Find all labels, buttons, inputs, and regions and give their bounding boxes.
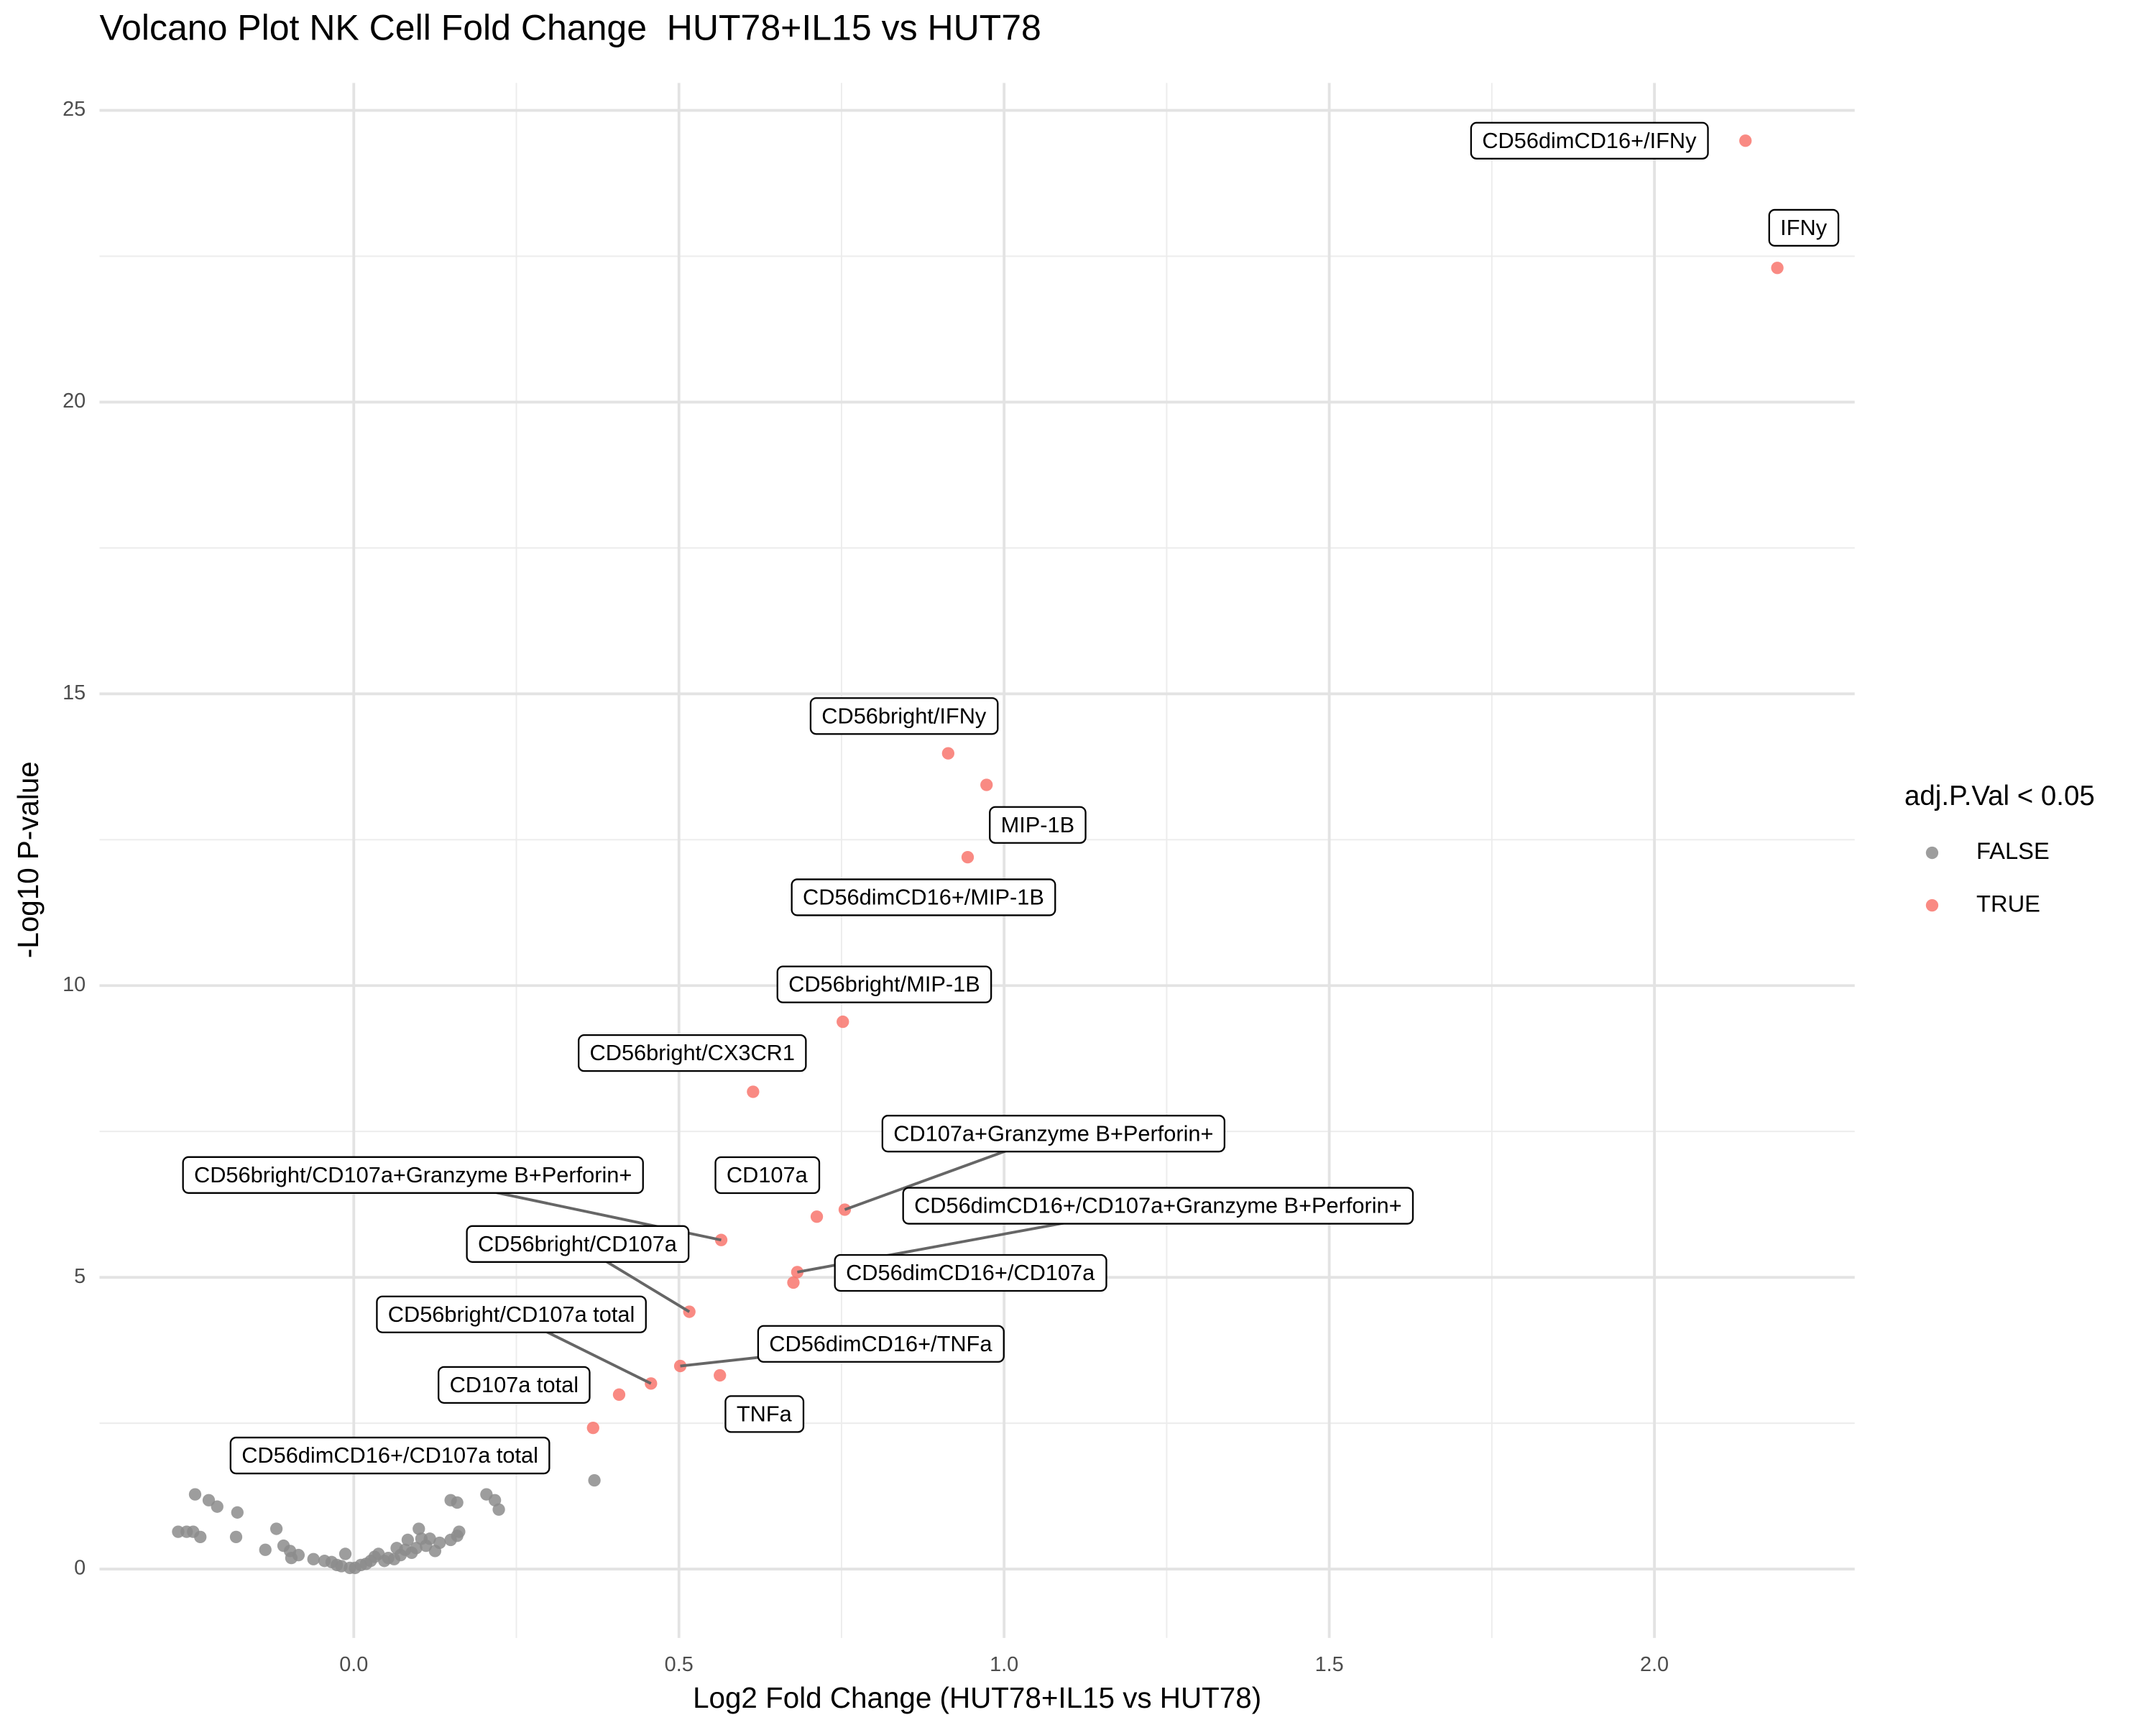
point xyxy=(673,1359,687,1373)
point xyxy=(588,1474,601,1487)
legend-marker xyxy=(1925,898,1939,912)
point-label: CD56bright/CD107a total xyxy=(388,1302,635,1327)
point xyxy=(492,1503,505,1516)
point xyxy=(229,1530,243,1544)
label-box xyxy=(466,1225,690,1263)
label-box xyxy=(902,1187,1414,1225)
point-label: CD56bright/IFNy xyxy=(821,703,987,728)
point xyxy=(1771,262,1784,275)
point xyxy=(810,1210,824,1223)
point xyxy=(961,850,975,864)
x-axis-title: Log2 Fold Change (HUT78+IL15 vs HUT78) xyxy=(693,1681,1261,1714)
point-label: CD107a total xyxy=(450,1372,579,1397)
point-label: CD56dimCD16+/CD107a+Granzyme B+Perforin+ xyxy=(914,1193,1402,1218)
labels: CD56dimCD16+/IFNy IFNy CD56bright/IFNy MIP-… xyxy=(182,121,1840,1475)
x-tick-label: 1.0 xyxy=(990,1653,1018,1676)
label-box xyxy=(809,697,999,735)
label-box xyxy=(724,1395,805,1433)
point xyxy=(433,1536,446,1550)
x-tick-label: 0.0 xyxy=(339,1653,368,1676)
y-tick-label: 15 xyxy=(63,681,86,704)
y-axis-title: -Log10 P-value xyxy=(11,761,45,958)
point xyxy=(338,1547,352,1560)
point xyxy=(423,1532,436,1545)
point-label: CD56dimCD16+/IFNy xyxy=(1482,128,1697,153)
label-box xyxy=(989,806,1087,844)
label-box xyxy=(182,1156,644,1194)
point xyxy=(586,1421,599,1435)
point xyxy=(612,1388,626,1401)
point xyxy=(202,1494,216,1506)
point-label: CD56dimCD16+/MIP-1B xyxy=(803,884,1044,909)
point xyxy=(980,778,993,791)
point xyxy=(259,1543,272,1556)
point-label: CD107a+Granzyme B+Perforin+ xyxy=(893,1121,1213,1146)
point-label: CD56dimCD16+/TNFa xyxy=(769,1331,992,1356)
label-box xyxy=(1470,121,1709,160)
y-tick-label: 5 xyxy=(74,1265,86,1288)
point-label: IFNy xyxy=(1780,215,1828,240)
point xyxy=(401,1533,415,1547)
point xyxy=(1739,134,1752,147)
label-box xyxy=(1768,208,1840,247)
legend-label: FALSE xyxy=(1976,837,2050,864)
label-box xyxy=(881,1115,1226,1153)
point-label: CD56dimCD16+/CD107a xyxy=(846,1260,1095,1285)
point xyxy=(410,1542,423,1555)
y-tick-label: 25 xyxy=(63,98,86,121)
legend-label: TRUE xyxy=(1976,890,2040,916)
label-box xyxy=(757,1325,1005,1363)
point xyxy=(231,1506,244,1519)
point xyxy=(307,1552,320,1565)
point xyxy=(188,1488,202,1501)
label-box xyxy=(714,1156,821,1195)
point-label: CD56bright/CD107a+Granzyme B+Perforin+ xyxy=(194,1162,632,1187)
label-box xyxy=(791,878,1056,916)
y-tick-label: 20 xyxy=(63,390,86,413)
marks xyxy=(172,134,1784,1575)
point-label: CD107a xyxy=(727,1162,808,1187)
label-box xyxy=(438,1366,591,1404)
label-box xyxy=(229,1436,550,1475)
point-label: CD56dimCD16+/CD107a total xyxy=(241,1443,538,1468)
point xyxy=(747,1085,760,1098)
label-box xyxy=(776,965,992,1003)
point xyxy=(837,1015,849,1029)
y-tick-label: 0 xyxy=(74,1557,86,1580)
point xyxy=(787,1276,800,1289)
point-label: CD56bright/CD107a xyxy=(478,1231,678,1256)
point xyxy=(714,1368,727,1382)
point xyxy=(292,1548,305,1562)
point xyxy=(194,1530,207,1544)
chart-title: Volcano Plot NK Cell Fold Change HUT78+I… xyxy=(99,8,1041,48)
point-label: CD56bright/CX3CR1 xyxy=(590,1040,795,1065)
x-tick-label: 2.0 xyxy=(1640,1653,1669,1676)
point-label: CD56bright/MIP-1B xyxy=(788,972,980,997)
legend-marker xyxy=(1925,846,1939,860)
point xyxy=(941,747,955,760)
y-tick-label: 10 xyxy=(63,973,86,996)
x-tick-label: 1.5 xyxy=(1315,1653,1344,1676)
point xyxy=(211,1500,224,1513)
point xyxy=(451,1496,464,1509)
grid xyxy=(99,83,1855,1638)
point xyxy=(488,1494,502,1506)
legend-title: adj.P.Val < 0.05 xyxy=(1904,781,2095,811)
label-box xyxy=(834,1254,1107,1292)
label-box xyxy=(376,1295,647,1333)
point xyxy=(413,1522,425,1535)
label-box xyxy=(578,1034,807,1072)
point-label: MIP-1B xyxy=(1001,812,1075,837)
point-label: TNFa xyxy=(737,1401,793,1426)
point xyxy=(791,1266,804,1279)
x-tick-label: 0.5 xyxy=(665,1653,694,1676)
point xyxy=(270,1522,283,1535)
point xyxy=(453,1525,466,1538)
